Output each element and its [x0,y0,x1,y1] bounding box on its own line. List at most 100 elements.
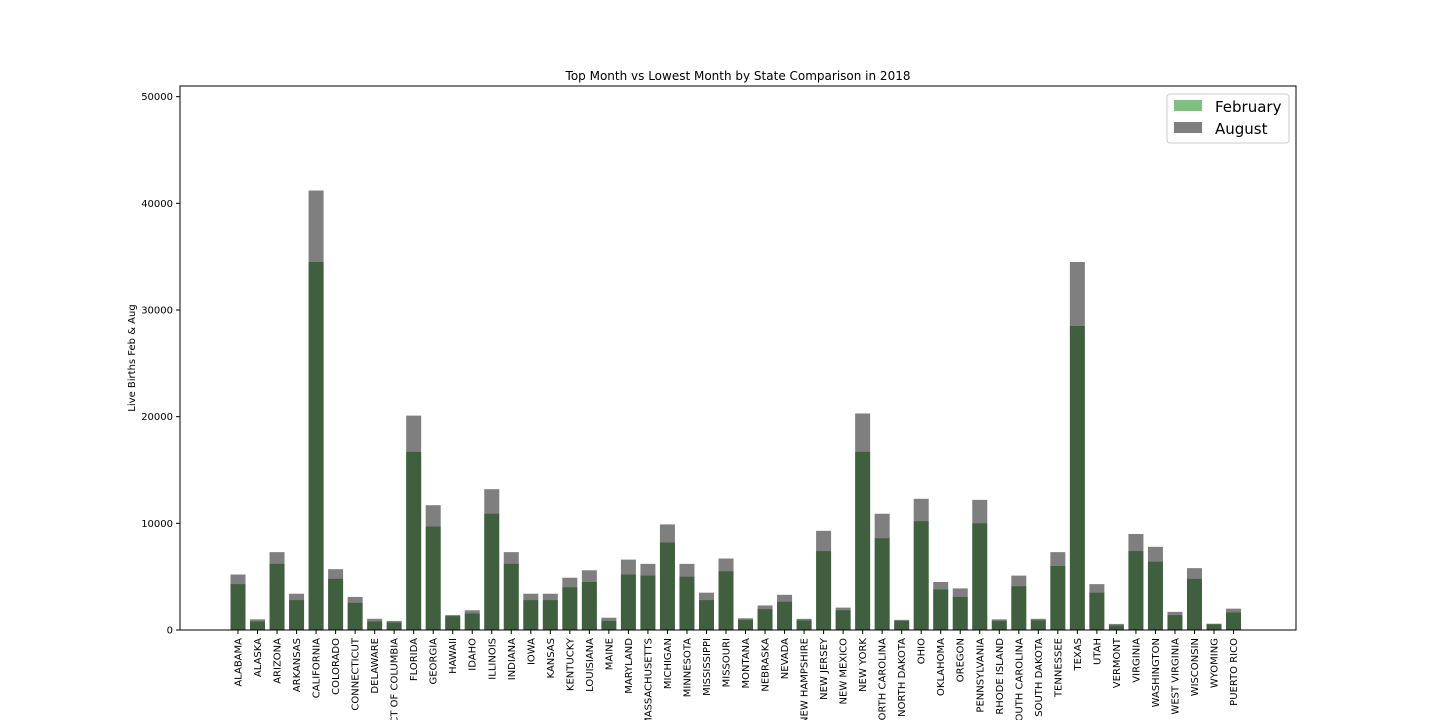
x-tick-label-wisconsin: WISCONSIN [1190,638,1201,696]
bar-august-district-of-columbia [386,620,402,630]
bar-august-connecticut [347,596,363,630]
x-tick-label-kansas: KANSAS [546,638,557,678]
x-tick-label-louisiana: LOUISIANA [585,638,596,692]
x-tick-label-new-hampshire: NEW HAMPSHIRE [800,638,811,720]
x-axis-ticks: ALABAMA ALASKA ARIZONA ARKANSAS CALIFORNIA CO… [234,630,1240,724]
legend-label-august: August [1215,120,1268,138]
x-tick-label-alaska: ALASKA [253,638,264,677]
y-tick-label: 10000 [141,519,173,530]
y-tick-label: 0 [167,626,173,637]
x-tick-label-nebraska: NEBRASKA [761,638,772,692]
bar-august-north-carolina [874,513,890,630]
x-tick-label-connecticut: CONNECTICUT [351,637,362,710]
x-tick-label-south-dakota: SOUTH DAKOTA [1034,638,1045,717]
x-tick-label-delaware: DELAWARE [370,638,381,694]
bar-august-alabama [230,574,246,630]
bar-august-colorado [328,569,344,630]
bar-august-west-virginia [1167,611,1183,630]
x-tick-label-arkansas: ARKANSAS [292,638,303,692]
bar-august-massachusetts [640,563,656,630]
x-tick-label-montana: MONTANA [741,638,752,689]
x-tick-label-texas: TEXAS [1073,638,1084,671]
bar-august-michigan [659,524,675,630]
y-tick-label: 50000 [141,92,173,103]
bar-august-maryland [620,559,636,630]
y-tick-label: 40000 [141,199,173,210]
x-tick-label-colorado: COLORADO [331,638,342,695]
x-tick-label-maine: MAINE [604,638,615,670]
bar-august-delaware [367,618,383,630]
x-tick-label-new-jersey: NEW JERSEY [819,637,830,700]
bar-august-hawaii [445,615,461,630]
x-tick-label-new-york: NEW YORK [858,638,869,692]
y-axis-label: Live Births Feb & Aug [127,304,138,411]
bar-august-mississippi [698,592,714,630]
x-tick-label-michigan: MICHIGAN [663,638,674,689]
bar-august-california [308,190,324,630]
bar-august-idaho [464,610,480,630]
legend: February August [1166,93,1290,144]
bars-layer [230,190,1242,630]
bar-august-ohio [913,498,929,630]
y-axis-ticks: 0 10000 20000 30000 40000 50000 [141,92,180,637]
x-tick-label-hawaii: HAWAII [448,638,459,674]
x-tick-label-virginia: VIRGINIA [1131,638,1142,683]
bar-august-texas [1069,262,1085,630]
x-tick-label-north-dakota: NORTH DAKOTA [897,638,908,717]
x-tick-label-arizona: ARIZONA [273,638,284,684]
x-tick-label-iowa: IOWA [526,638,537,665]
bar-august-tennessee [1050,552,1066,630]
x-tick-label-alabama: ALABAMA [234,638,245,687]
legend-swatch-august [1174,122,1202,133]
x-tick-label-oregon: OREGON [956,638,967,682]
bar-august-iowa [523,593,539,630]
x-tick-label-tennessee: TENNESSEE [1053,638,1064,698]
x-tick-label-massachusetts: MASSACHUSETTS [643,638,654,720]
x-tick-label-district-of-columbia: DISTRICT OF COLUMBIA [390,638,401,720]
chart-title: Top Month vs Lowest Month by State Compa… [565,69,911,83]
bar-august-south-carolina [1011,575,1027,630]
x-tick-label-florida: FLORIDA [409,638,420,681]
bar-august-nebraska [757,605,773,630]
bar-august-new-hampshire [796,618,812,630]
x-tick-label-california: CALIFORNIA [312,638,323,698]
bar-august-south-dakota [1030,618,1046,630]
x-tick-label-north-carolina: NORTH CAROLINA [878,638,889,720]
bar-august-alaska [250,619,266,630]
x-tick-label-minnesota: MINNESOTA [682,638,693,697]
x-tick-label-ohio: OHIO [917,638,928,664]
x-tick-label-georgia: GEORGIA [429,638,440,685]
bar-august-rhode-island [991,619,1007,630]
bar-august-wyoming [1206,623,1222,630]
x-tick-label-new-mexico: NEW MEXICO [839,638,850,705]
bar-august-montana [738,618,754,630]
bar-august-missouri [718,558,734,630]
x-tick-label-indiana: INDIANA [507,638,518,680]
x-tick-label-utah: UTAH [1092,638,1103,665]
x-tick-label-west-virginia: WEST VIRGINIA [1170,638,1181,715]
bar-august-new-mexico [835,607,851,630]
bar-august-new-jersey [816,530,832,630]
bar-august-north-dakota [894,619,910,630]
x-tick-label-illinois: ILLINOIS [487,638,498,680]
x-tick-label-maryland: MARYLAND [624,638,635,694]
y-tick-label: 30000 [141,306,173,317]
bar-august-minnesota [679,563,695,630]
bar-august-indiana [503,552,519,630]
x-tick-label-kentucky: KENTUCKY [565,637,576,691]
x-tick-label-washington: WASHINGTON [1151,638,1162,707]
bar-august-vermont [1108,623,1124,630]
bar-august-nevada [777,594,793,630]
x-tick-label-mississippi: MISSISSIPPI [702,638,713,696]
bar-august-oklahoma [933,582,949,630]
y-tick-label: 20000 [141,412,173,423]
bar-august-illinois [484,489,500,630]
bar-august-arkansas [289,593,305,630]
x-tick-label-pennsylvania: PENNSYLVANIA [975,638,986,713]
legend-swatch-february [1174,100,1202,111]
bar-august-florida [406,415,422,630]
bar-august-georgia [425,505,441,630]
x-tick-label-missouri: MISSOURI [722,638,733,687]
